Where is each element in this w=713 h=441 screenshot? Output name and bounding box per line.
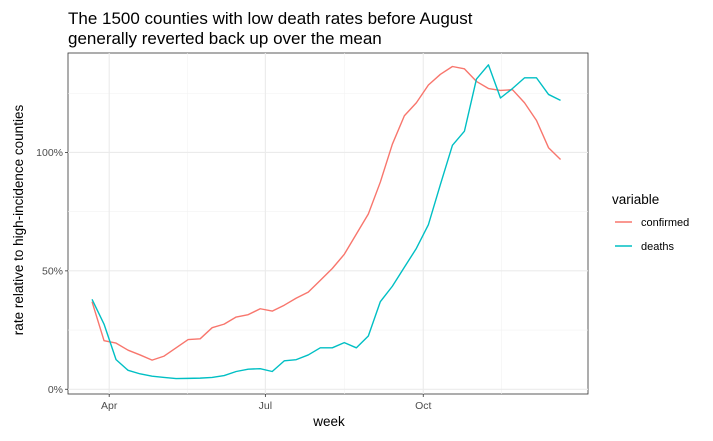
x-tick-label: Apr: [101, 400, 118, 412]
grid: [68, 53, 588, 394]
x-axis-title: week: [312, 414, 345, 429]
plot-panel: [67, 52, 589, 395]
chart-title-line-2: generally reverted back up over the mean: [68, 29, 382, 48]
axis-ticks: 0% 50% 100% Apr Jul Oct: [36, 147, 431, 412]
y-axis-title: rate relative to high-incidence counties: [11, 105, 26, 336]
series-line-confirmed: [91, 65, 562, 361]
y-tick-label: 100%: [36, 147, 63, 159]
legend-label-deaths: deaths: [641, 241, 675, 253]
legend-label-confirmed: confirmed: [641, 217, 689, 229]
y-tick-label: 50%: [42, 265, 63, 277]
chart-title-line-1: The 1500 counties with low death rates b…: [68, 9, 473, 28]
y-tick-label: 0%: [48, 384, 63, 396]
legend-title: variable: [612, 192, 659, 207]
legend: variable confirmed deaths: [612, 192, 689, 253]
series-line-deaths: [91, 64, 561, 380]
x-tick-label: Oct: [415, 400, 431, 412]
series-lines: [91, 64, 562, 380]
x-tick-label: Jul: [259, 400, 272, 412]
